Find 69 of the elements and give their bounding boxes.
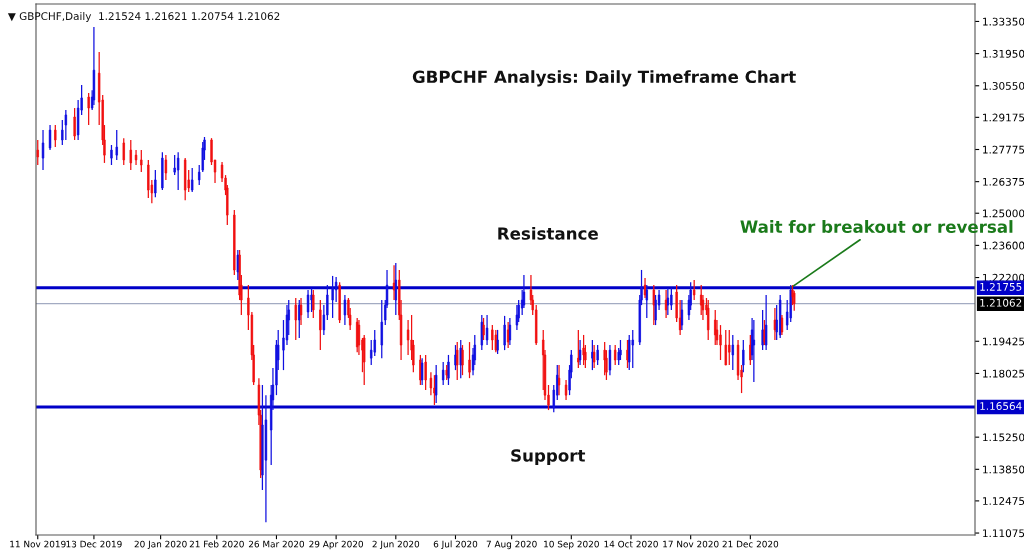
y-tick-label: 1.11075	[983, 529, 1024, 538]
candlestick	[631, 329, 634, 369]
candlestick	[719, 324, 722, 361]
candlestick	[380, 299, 383, 359]
x-tick-label: 26 Mar 2020	[248, 540, 305, 548]
candlestick	[36, 139, 39, 166]
candlestick	[54, 124, 57, 148]
ref-line-label: 1.21755	[980, 282, 1022, 291]
y-tick-label: 1.25000	[983, 209, 1024, 218]
candlestick	[140, 149, 143, 173]
x-tick-label: 17 Nov 2020	[663, 540, 719, 548]
x-tick-label: 21 Feb 2020	[189, 540, 244, 548]
ref-line-label: 1.21062	[980, 298, 1022, 307]
y-tick-label: 1.22200	[983, 273, 1024, 282]
x-tick-label: 21 Dec 2020	[722, 540, 779, 548]
candlestick	[173, 154, 176, 176]
x-tick-label: 6 Jul 2020	[433, 540, 478, 550]
candlestick	[442, 361, 445, 386]
candlestick	[129, 139, 132, 171]
annotation: ▼ GBPCHF,Daily 1.21524 1.21621 1.20754 1.21062	[7, 11, 280, 23]
x-tick-label: 29 Apr 2020	[309, 540, 364, 550]
annotation: Resistance	[498, 226, 598, 240]
y-tick-label: 1.26375	[983, 177, 1024, 186]
y-tick-label: 1.19425	[983, 337, 1024, 346]
candlestick	[596, 344, 599, 366]
ref-line-label: 1.16564	[980, 402, 1022, 410]
candlestick	[154, 169, 157, 198]
candlestick	[319, 299, 322, 351]
x-tick-label: 11 Nov 2019	[10, 540, 66, 548]
x-tick-label: 7 Aug 2020	[486, 540, 537, 550]
y-tick-label: 1.23600	[983, 241, 1024, 250]
y-tick-label: 1.33350	[983, 17, 1024, 26]
candlestick	[468, 341, 471, 379]
candlestick	[724, 329, 727, 366]
candlestick	[692, 279, 696, 301]
y-tick-label: 1.18025	[983, 369, 1024, 378]
candlestick	[176, 151, 180, 191]
y-tick-label: 1.15250	[983, 433, 1024, 442]
candlestick	[731, 334, 734, 371]
candlestick	[122, 137, 125, 166]
x-tick-label: 10 Sep 2020	[544, 540, 599, 550]
candlestick	[670, 287, 673, 311]
candlestick	[294, 297, 297, 341]
candlestick	[115, 129, 118, 161]
candlestick	[424, 354, 427, 391]
y-tick-label: 1.30550	[983, 81, 1024, 90]
y-tick-label: 1.12475	[983, 497, 1024, 505]
text: GBPCHF Analysis: Daily Timeframe Chart	[412, 70, 796, 87]
y-tick-label: 1.27775	[983, 145, 1024, 154]
x-tick-label: 20 Jan 2020	[134, 540, 187, 550]
candlestick	[728, 329, 731, 366]
annotation: Wait for breakout or reversal	[740, 220, 1013, 233]
x-tick-label: 13 Dec 2019	[66, 540, 122, 548]
candlestick	[614, 344, 617, 366]
candlestick	[87, 92, 90, 126]
candlestick	[491, 324, 494, 351]
candlestick	[331, 275, 334, 319]
candlestick	[110, 144, 113, 166]
x-tick-label: 2 Jun 2020	[372, 540, 420, 550]
candlestick	[73, 107, 76, 141]
y-tick-label: 1.29175	[983, 113, 1024, 122]
y-tick-label: 1.13850	[983, 465, 1024, 474]
candlestick	[503, 315, 506, 351]
annotation: Support	[511, 449, 586, 466]
y-tick-label: 1.31950	[983, 49, 1024, 58]
candlestick	[64, 109, 68, 141]
x-tick-label: 14 Oct 2020	[604, 540, 658, 548]
candlestick	[147, 159, 150, 199]
candlestick	[191, 167, 194, 193]
